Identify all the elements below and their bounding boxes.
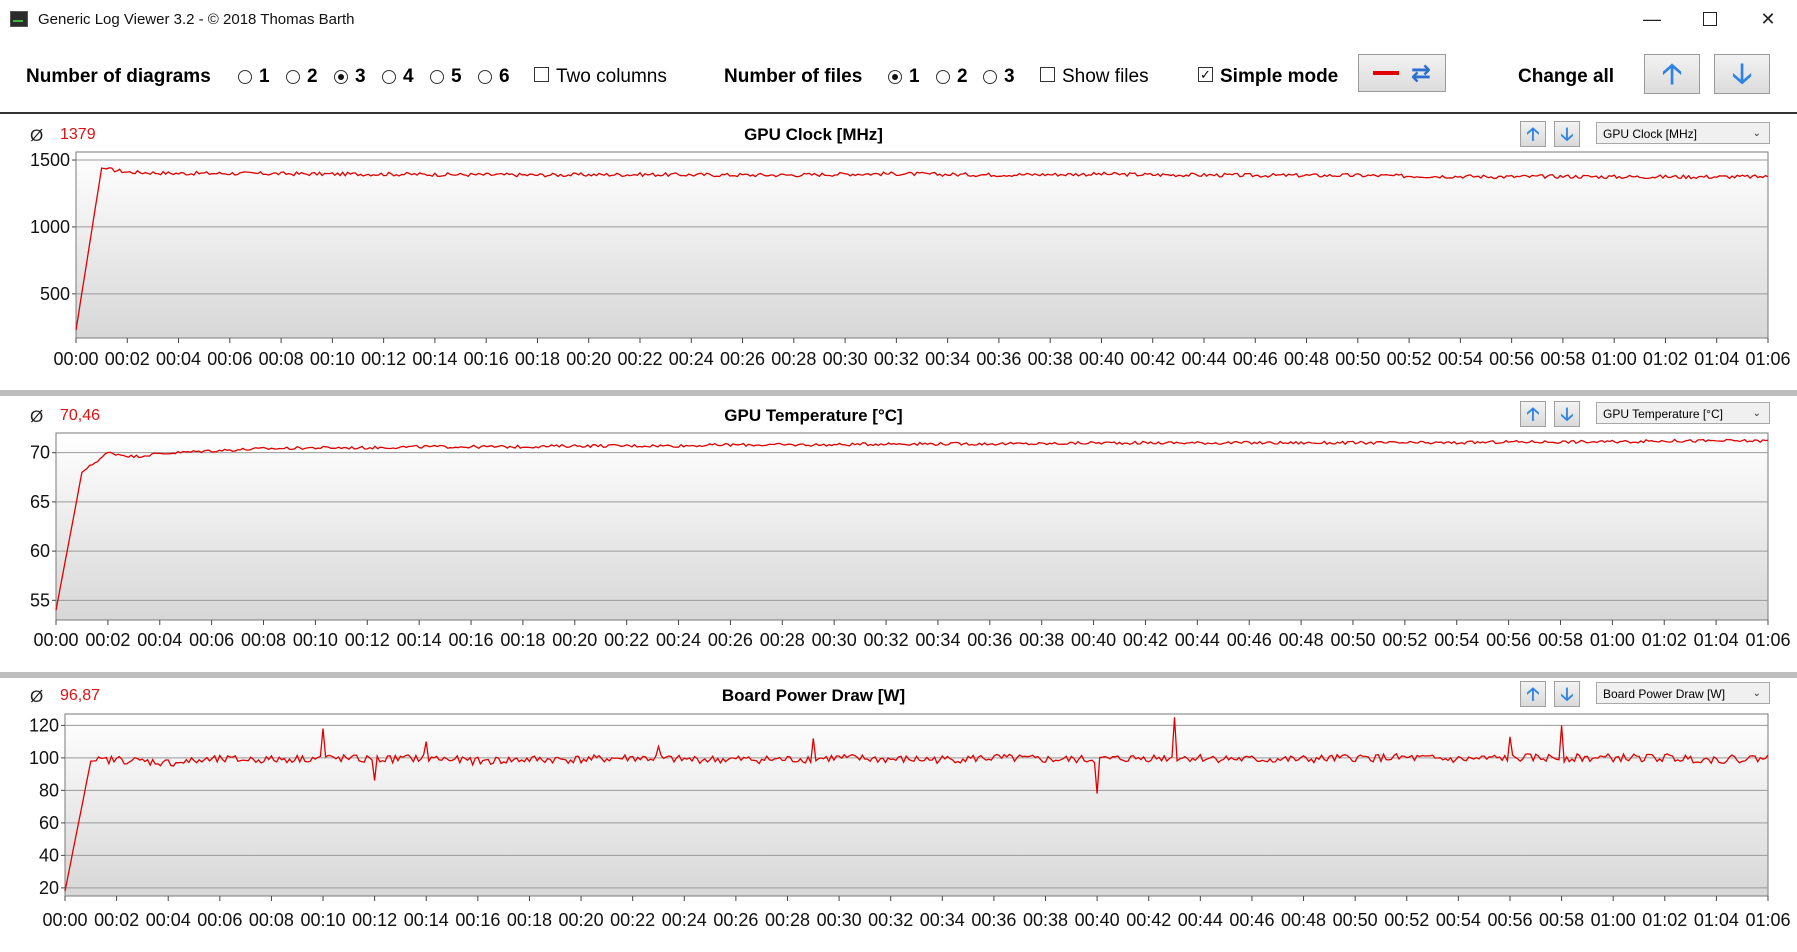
close-icon: ✕ <box>1760 8 1776 29</box>
move-all-up-button[interactable]: 🡡 <box>1644 54 1700 94</box>
window-title: Generic Log Viewer 3.2 - © 2018 Thomas B… <box>38 10 355 28</box>
arrow-up-icon: 🡡 <box>1661 58 1683 89</box>
diagrams-radio-3[interactable]: 3 <box>334 66 366 88</box>
move-down-button[interactable]: 🡣 <box>1554 681 1580 707</box>
move-all-down-button[interactable]: 🡣 <box>1714 54 1770 94</box>
average-symbol: Ø <box>30 407 44 426</box>
radio-icon <box>936 70 950 84</box>
diagram-panel-gpu-clock: Ø 1379 GPU Clock [MHz] 🡡 🡣 GPU Clock [MH… <box>0 114 1797 390</box>
arrow-down-icon: 🡣 <box>1560 404 1574 424</box>
diagrams-radio-1[interactable]: 1 <box>238 66 270 88</box>
minimize-icon: — <box>1643 8 1661 29</box>
diagram-panel-board-power: Ø 96,87 Board Power Draw [W] 🡡 🡣 Board P… <box>0 678 1797 952</box>
close-button[interactable]: ✕ <box>1739 0 1797 38</box>
average-value: 96,87 <box>60 687 101 704</box>
arrow-down-icon: 🡣 <box>1731 58 1753 89</box>
radio-icon <box>983 70 997 84</box>
radio-icon <box>430 70 444 84</box>
average-symbol: Ø <box>30 687 44 706</box>
chevron-down-icon: ⌄ <box>1752 688 1761 699</box>
move-down-button[interactable]: 🡣 <box>1554 121 1580 147</box>
line-color-refresh-button[interactable]: ⇄ <box>1358 54 1446 92</box>
arrow-up-icon: 🡡 <box>1526 404 1540 424</box>
diagram-panel-gpu-temperature: Ø 70,46 GPU Temperature [°C] 🡡 🡣 GPU Tem… <box>0 396 1797 672</box>
arrow-up-icon: 🡡 <box>1526 124 1540 144</box>
app-logo-icon <box>10 11 28 27</box>
radio-selected-icon <box>334 70 348 84</box>
radio-icon <box>238 70 252 84</box>
radio-icon <box>478 70 492 84</box>
arrow-down-icon: 🡣 <box>1560 684 1574 704</box>
title-bar: Generic Log Viewer 3.2 - © 2018 Thomas B… <box>0 0 1797 38</box>
diagram-title: Board Power Draw [W] <box>721 686 906 705</box>
files-radio-2[interactable]: 2 <box>936 66 968 88</box>
toolbar-divider <box>0 112 1797 114</box>
panel-divider <box>0 672 1797 678</box>
radio-selected-icon <box>888 70 902 84</box>
average-value: 70,46 <box>60 407 101 424</box>
minimize-button[interactable]: — <box>1623 0 1681 38</box>
line-color-swatch <box>1372 71 1399 75</box>
sensor-select[interactable]: GPU Clock [MHz] ⌄ <box>1596 122 1770 144</box>
radio-icon <box>382 70 396 84</box>
radio-icon <box>286 70 300 84</box>
diagram-title: GPU Temperature [°C] <box>724 406 903 425</box>
move-up-button[interactable]: 🡡 <box>1520 121 1546 147</box>
files-radio-3[interactable]: 3 <box>983 66 1015 88</box>
maximize-button[interactable] <box>1681 0 1739 38</box>
diagrams-radio-2[interactable]: 2 <box>286 66 318 88</box>
chevron-down-icon: ⌄ <box>1752 408 1761 419</box>
move-down-button[interactable]: 🡣 <box>1554 401 1580 427</box>
average-symbol: Ø <box>30 126 44 145</box>
move-up-button[interactable]: 🡡 <box>1520 401 1546 427</box>
chevron-down-icon: ⌄ <box>1752 128 1761 139</box>
maximize-icon <box>1703 12 1717 26</box>
change-all-label: Change all <box>1518 66 1615 87</box>
sensor-select[interactable]: GPU Temperature [°C] ⌄ <box>1596 402 1770 424</box>
diagrams-radio-4[interactable]: 4 <box>382 66 414 88</box>
number-of-diagrams-label: Number of diagrams <box>26 66 211 87</box>
number-of-files-label: Number of files <box>724 66 863 87</box>
average-value: 1379 <box>60 126 96 143</box>
panel-divider <box>0 390 1797 396</box>
files-radio-1[interactable]: 1 <box>888 66 920 88</box>
diagrams-radio-6[interactable]: 6 <box>478 66 510 88</box>
diagram-title: GPU Clock [MHz] <box>744 125 883 144</box>
arrow-up-icon: 🡡 <box>1526 684 1540 704</box>
checkbox-icon <box>1040 66 1055 82</box>
simple-mode-checkbox[interactable]: ✓ Simple mode <box>1198 66 1338 88</box>
refresh-icon: ⇄ <box>1410 59 1432 87</box>
sensor-select[interactable]: Board Power Draw [W] ⌄ <box>1596 682 1770 704</box>
toolbar: Number of diagrams 1 2 3 4 5 6 Two colum… <box>0 38 1797 113</box>
show-files-checkbox[interactable]: Show files <box>1040 66 1149 88</box>
arrow-down-icon: 🡣 <box>1560 124 1574 144</box>
checkbox-icon <box>534 66 549 82</box>
diagrams-radio-5[interactable]: 5 <box>430 66 462 88</box>
move-up-button[interactable]: 🡡 <box>1520 681 1546 707</box>
checkmark-icon: ✓ <box>1198 66 1213 82</box>
two-columns-checkbox[interactable]: Two columns <box>534 66 667 88</box>
